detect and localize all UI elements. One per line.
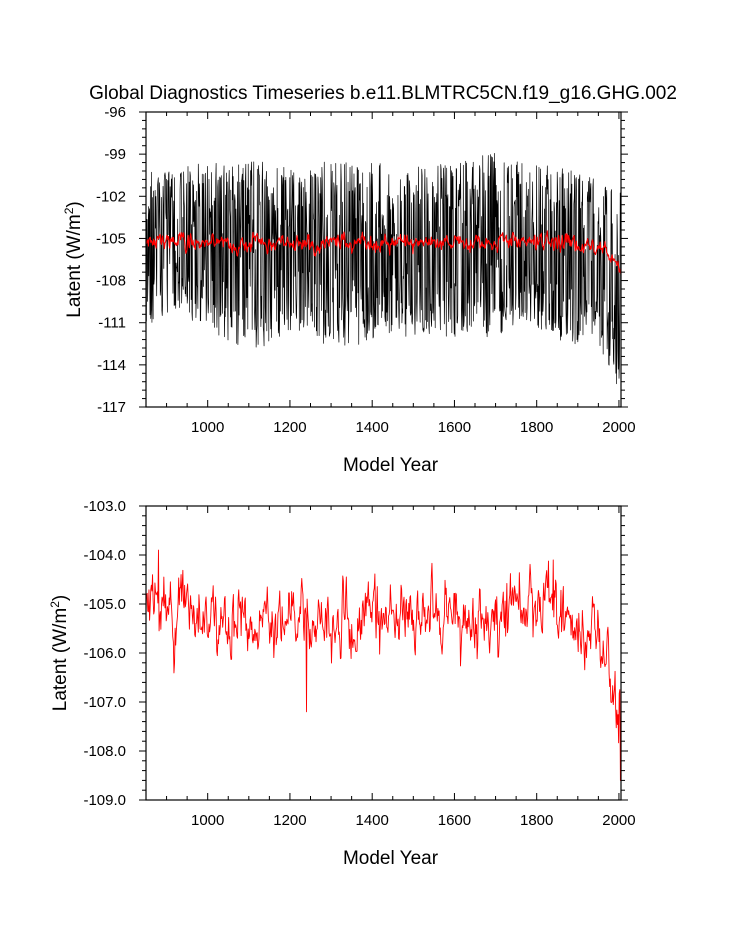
- x-tick-label: 1200: [273, 419, 306, 436]
- y-tick-label: -99: [104, 146, 126, 163]
- x-tick-label: 2000: [602, 419, 635, 436]
- y-axis-label: Latent (W/m2): [48, 595, 71, 712]
- y-tick-label: -106.0: [83, 645, 126, 662]
- y-axis-label-base: Latent (W/m: [50, 608, 71, 711]
- x-tick-label: 1800: [520, 419, 553, 436]
- y-tick-label: -102: [96, 188, 126, 205]
- y-axis-label-sup: 2: [62, 207, 76, 214]
- x-axis: 1000 1200 1400 1600 1800 2000 Model Year: [145, 506, 636, 869]
- plot-area: [146, 549, 621, 781]
- y-tick-label: -107.0: [83, 694, 126, 711]
- y-axis-label-base: Latent (W/m: [64, 214, 85, 317]
- chart-title: Global Diagnostics Timeseries b.e11.BLMT…: [89, 83, 677, 104]
- y-tick-label: -105.0: [83, 596, 126, 613]
- y-tick-label: -105: [96, 230, 126, 247]
- series-monthly-line: [146, 153, 621, 385]
- series-annual-line: [146, 230, 621, 275]
- y-axis-label-close: ): [50, 595, 71, 601]
- series-annual-line: [146, 549, 621, 781]
- y-tick-label: -103.0: [83, 498, 126, 515]
- y-tick-label: -108: [96, 273, 126, 290]
- x-tick-label: 1200: [273, 812, 306, 829]
- x-tick-label: 1400: [356, 419, 389, 436]
- bottom-panel: 1000 1200 1400 1600 1800 2000 Model Year -103.0…: [48, 498, 636, 869]
- plot-frame: [145, 111, 622, 408]
- plot-area: [146, 153, 621, 385]
- y-tick-label: -111: [98, 315, 126, 332]
- y-tick-label: -109.0: [83, 792, 126, 809]
- y-axis: -96 -99 -102 -105 -108 -111 -114 -117 Latent (W/…: [62, 104, 628, 416]
- x-tick-label: 1800: [520, 812, 553, 829]
- x-tick-label: 2000: [602, 812, 635, 829]
- top-panel: 1000 1200 1400 1600 1800 2000 Model Year -96 -99…: [62, 104, 636, 476]
- y-axis-label-sup: 2: [48, 601, 62, 608]
- y-tick-label: -114: [97, 357, 126, 374]
- y-axis-label-close: ): [64, 201, 85, 207]
- x-tick-label: 1000: [191, 419, 224, 436]
- x-tick-label: 1400: [356, 812, 389, 829]
- y-tick-label: -108.0: [83, 743, 126, 760]
- y-axis: -103.0 -104.0 -105.0 -106.0 -107.0 -108.0 -109…: [48, 498, 628, 809]
- x-axis: 1000 1200 1400 1600 1800 2000 Model Year: [145, 112, 636, 476]
- x-axis-label: Model Year: [343, 455, 439, 476]
- y-tick-label: -104.0: [83, 547, 126, 564]
- x-tick-label: 1600: [438, 812, 471, 829]
- x-tick-label: 1000: [191, 812, 224, 829]
- y-axis-label: Latent (W/m2): [62, 201, 85, 318]
- x-tick-label: 1600: [438, 419, 471, 436]
- y-tick-label: -96: [104, 104, 126, 121]
- x-axis-label: Model Year: [343, 848, 439, 869]
- y-tick-label: -117: [97, 399, 126, 416]
